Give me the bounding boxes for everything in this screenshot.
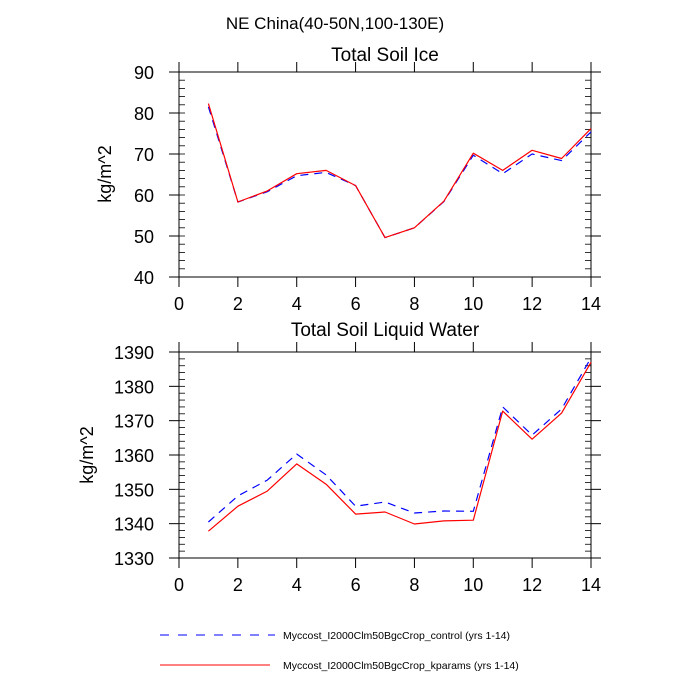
y-tick-label: 50	[134, 227, 154, 247]
panel-soil-liquid-water: Total Soil Liquid Water kg/m^2 0 2 4 6 8 10 12…	[77, 320, 601, 595]
x-tick-label: 10	[463, 294, 483, 314]
panel-title: Total Soil Ice	[331, 45, 439, 66]
series-line-control	[207, 106, 592, 239]
x-tick-label: 4	[292, 575, 302, 595]
x-tick-label: 12	[522, 575, 542, 595]
y-tick-label: 90	[134, 63, 154, 83]
x-tick-label: 8	[409, 575, 419, 595]
y-tick-label: 1350	[114, 480, 154, 500]
y-tick-label: 60	[134, 186, 154, 206]
x-tick-label: 8	[409, 294, 419, 314]
y-tick-label: 1330	[114, 549, 154, 569]
x-tick-label: 12	[522, 294, 542, 314]
y-tick-label: 1370	[114, 412, 154, 432]
y-tick-label: 70	[134, 145, 154, 165]
panel-soil-ice: Total Soil Ice kg/m^2 0 2 4 6 8 10 12 14 40 50 60 7…	[95, 45, 601, 314]
series-line-kparams	[207, 103, 592, 239]
y-axis-label: kg/m^2	[77, 426, 97, 483]
legend: Myccost_I2000Clm50BgcCrop_control (yrs 1…	[160, 630, 519, 672]
series-line-kparams	[208, 361, 592, 532]
series-line-control	[208, 357, 592, 523]
x-tick-label: 0	[174, 575, 184, 595]
x-tick-label: 4	[292, 294, 302, 314]
plot-frame	[178, 71, 592, 278]
x-tick-label: 14	[581, 294, 601, 314]
legend-label-control: Myccost_I2000Clm50BgcCrop_control (yrs 1…	[283, 630, 510, 642]
x-tick-label: 2	[233, 575, 243, 595]
plot-frame	[178, 351, 592, 559]
y-tick-label: 80	[134, 104, 154, 124]
y-tick-label: 1390	[114, 343, 154, 363]
y-tick-label: 1360	[114, 446, 154, 466]
panel-title: Total Soil Liquid Water	[291, 320, 480, 341]
x-tick-label: 0	[174, 294, 184, 314]
x-tick-label: 6	[351, 294, 361, 314]
x-tick-label: 2	[233, 294, 243, 314]
x-tick-label: 6	[351, 575, 361, 595]
x-tick-label: 14	[581, 575, 601, 595]
y-tick-label: 1380	[114, 377, 154, 397]
y-axis-label: kg/m^2	[95, 145, 115, 202]
y-tick-label: 40	[134, 268, 154, 288]
y-tick-label: 1340	[114, 515, 154, 535]
legend-label-kparams: Myccost_I2000Clm50BgcCrop_kparams (yrs 1…	[283, 660, 519, 672]
x-tick-label: 10	[463, 575, 483, 595]
suptitle: NE China(40-50N,100-130E)	[226, 14, 444, 33]
